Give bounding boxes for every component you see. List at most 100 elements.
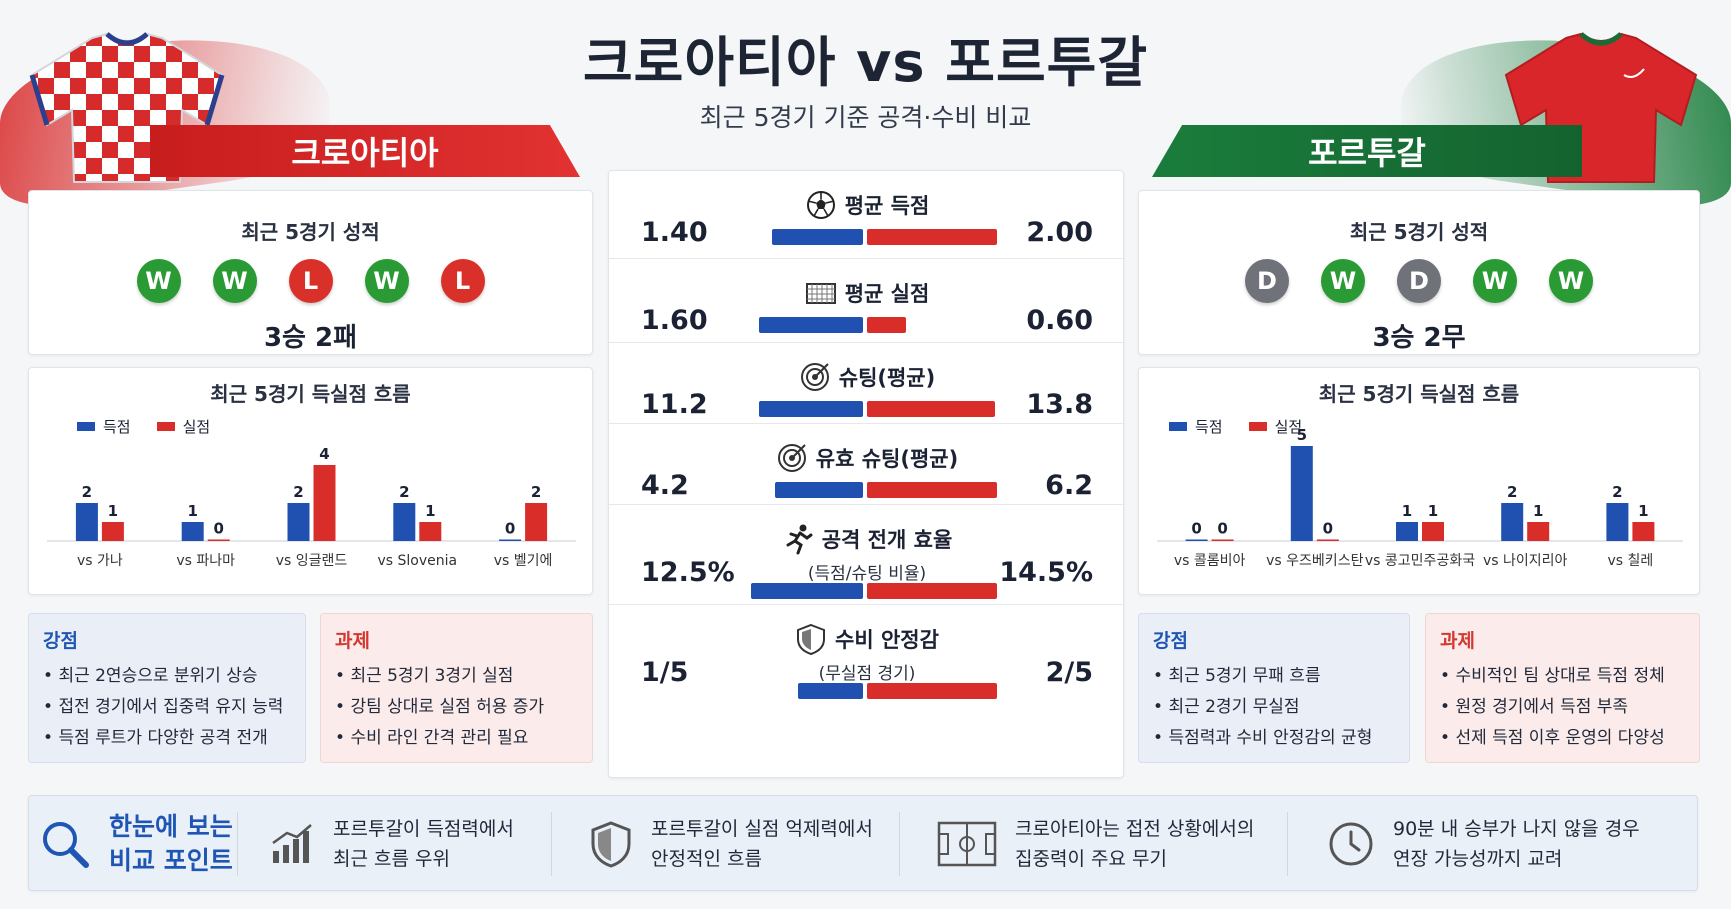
data-label: 2 [293,483,303,501]
portugal-bar [867,482,997,498]
form-title: 최근 5경기 성적 [241,220,380,244]
strengths-title: 강점 [1153,630,1188,652]
stat-sublabel: (득점/슈팅 비율) [807,564,927,584]
result-badge: W [1321,259,1365,303]
stat-row: 평균 실점 1.60 0.60 [609,259,1125,343]
data-label: 1 [108,502,118,520]
portugal-bar [867,317,906,333]
result-badge: W [1473,259,1517,303]
record: 3승 2패 [263,323,358,353]
shield-icon [797,623,826,655]
summary-title-line1: 한눈에 보는 [109,812,233,841]
bar-goals-against [313,465,336,541]
list-item: 수비 라인 간격 관리 필요 [335,723,578,754]
list-item: 최근 5경기 무패 흐름 [1153,661,1395,692]
portugal-value: 13.8 [1026,389,1093,420]
stat-row: 슈팅(평균) 11.2 13.8 [609,343,1125,424]
croatia-tasks: 과제 최근 5경기 3경기 실점강팀 상대로 실점 허용 증가수비 라인 간격 … [320,613,593,763]
tick-label: vs 나이지리아 [1483,553,1568,569]
result-badge: W [1549,259,1593,303]
croatia-value: 1/5 [641,657,689,688]
strengths-title: 강점 [43,630,78,652]
point-line: 크로아티아는 접전 상황에서의 [1015,818,1255,840]
croatia-chart-card: 최근 5경기 득실점 흐름 득점 실점 2 1 vs 가나 1 0 vs 파나마 2 4 vs … [28,367,593,595]
portugal-chart-card: 최근 5경기 득실점 흐름 득점 실점 0 0 vs 콜롬비아 5 0 vs 우즈베키스탄… [1138,367,1700,595]
croatia-bar [759,317,863,333]
portugal-value: 2/5 [1045,657,1093,688]
chart-title: 최근 5경기 득실점 흐름 [1318,382,1520,406]
summary-point: 크로아티아는 접전 상황에서의 집중력이 주요 무기 [937,796,1277,892]
bar-goals-against [1316,539,1339,541]
portugal-value: 0.60 [1026,305,1093,336]
tick-label: vs 우즈베키스탄 [1266,553,1363,569]
target-icon [777,444,806,472]
portugal-bar [867,229,997,245]
stat-label: 수비 안정감 [609,623,1125,655]
legend-for: 득점 [77,416,131,437]
point-line: 안정적인 흐름 [651,848,762,870]
legend-against: 실점 [156,416,210,437]
magnifier-icon [43,822,89,868]
data-label: 1 [1533,502,1543,520]
point-line: 연장 가능성까지 교려 [1393,848,1563,870]
list-item: 최근 5경기 3경기 실점 [335,661,578,692]
result-badge: L [440,259,485,303]
shield-icon [591,821,631,868]
list-item: 최근 2경기 무실점 [1153,692,1395,723]
croatia-value: 1.40 [641,217,708,248]
goal-net-icon [805,283,836,304]
data-label: 4 [319,445,329,463]
point-line: 최근 흐름 우위 [333,848,450,870]
bar-goals-against [1632,522,1655,541]
chart-legend: 득점 실점 [77,416,210,437]
bar-goals-for [1290,446,1313,541]
list-item: 선제 득점 이후 운영의 다양성 [1440,723,1685,754]
result-badge: D [1245,259,1289,303]
bar-goals-for [1396,522,1418,541]
tasks-title: 과제 [335,630,370,652]
portugal-value: 2.00 [1026,217,1093,248]
data-label: 2 [82,483,92,501]
bar-goals-for [75,503,98,541]
data-label: 0 [1217,520,1227,538]
stat-label: 평균 실점 [609,277,1125,309]
page-title: 크로아티아 vs 포르투갈 [582,31,1149,94]
data-label: 2 [531,483,541,501]
summary-bar: 한눈에 보는 비교 포인트 포르투갈이 득점력에서 최근 흐름 우위 포르투갈이 … [28,795,1698,891]
croatia-value: 1.60 [641,305,708,336]
point-line: 포르투갈이 실점 억제력에서 [651,818,873,840]
portugal-tasks: 과제 수비적인 팀 상대로 득점 정체원정 경기에서 득점 부족선제 득점 이후… [1425,613,1700,763]
data-label: 1 [425,502,435,520]
summary-heading: 한눈에 보는 비교 포인트 [39,796,259,892]
clock-icon [1329,822,1373,866]
bar-goals-against [1422,522,1444,541]
legend-for: 득점 [1169,416,1223,437]
list-item: 수비적인 팀 상대로 득점 정체 [1440,661,1685,692]
croatia-bar [750,583,863,599]
data-label: 0 [505,520,515,538]
page-subtitle: 최근 5경기 기준 공격·수비 비교 [699,103,1032,132]
portugal-bar [867,683,997,699]
growth-chart-icon [272,824,312,863]
data-label: 1 [1428,502,1438,520]
point-line: 90분 내 승부가 나지 않을 경우 [1393,818,1640,840]
data-label: 2 [1612,483,1622,501]
pitch-icon [937,821,997,867]
bar-goals-for [1501,503,1524,541]
stat-label: 평균 득점 [609,189,1125,221]
target-icon [800,363,829,391]
list-item: 최근 2연승으로 분위기 상승 [43,661,291,692]
chart-title: 최근 5경기 득실점 흐름 [210,382,411,406]
portugal-bar [867,583,997,599]
stat-label: 유효 슈팅(평균) [609,442,1125,474]
tasks-title: 과제 [1440,630,1475,652]
stat-row: 수비 안정감 (무실점 경기) 1/5 2/5 [609,605,1125,715]
list-item: 강팀 상대로 실점 허용 증가 [335,692,578,723]
data-label: 0 [213,520,223,538]
list-item: 원정 경기에서 득점 부족 [1440,692,1685,723]
croatia-bar [774,482,863,498]
